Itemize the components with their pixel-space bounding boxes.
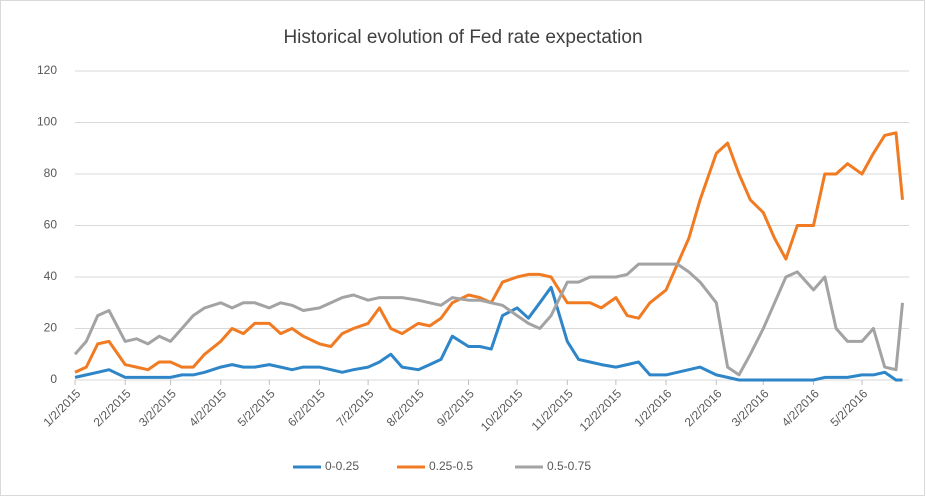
y-tick-label: 80 (44, 166, 58, 180)
chart-title: Historical evolution of Fed rate expecta… (283, 27, 642, 48)
y-tick-label: 100 (37, 115, 57, 129)
series-line (73, 262, 904, 377)
y-tick-label: 40 (44, 269, 58, 283)
y-tick-label: 120 (37, 63, 57, 77)
legend-label: 0.25-0.5 (429, 459, 473, 473)
legend-label: 0.5-0.75 (547, 459, 591, 473)
legend-label: 0-0.25 (325, 459, 359, 473)
series-line (74, 285, 903, 382)
y-tick-label: 60 (44, 218, 58, 232)
y-tick-label: 20 (44, 321, 58, 335)
y-tick-label: 0 (50, 372, 57, 386)
